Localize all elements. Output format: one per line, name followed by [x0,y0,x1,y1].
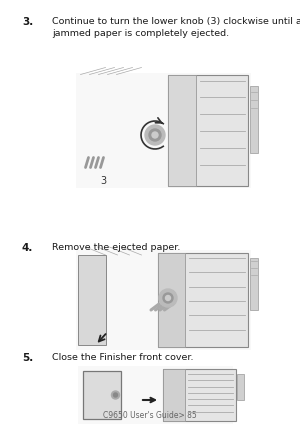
Circle shape [166,296,170,300]
Text: 4.: 4. [22,243,33,253]
Bar [163,369,185,421]
Circle shape [149,129,161,141]
Circle shape [145,125,165,145]
Circle shape [113,393,118,397]
Bar [158,253,247,347]
Circle shape [112,391,119,399]
Circle shape [163,293,173,303]
Bar [250,258,257,310]
Bar [168,75,248,185]
Circle shape [159,289,177,307]
Bar [77,255,106,345]
Bar [168,75,196,185]
Text: Continue to turn the lower knob (3) clockwise until any 
jammed paper is complet: Continue to turn the lower knob (3) cloc… [52,17,300,38]
Text: 3: 3 [100,176,106,185]
Bar [158,253,185,347]
Bar [163,369,236,421]
Text: Remove the ejected paper.: Remove the ejected paper. [52,243,180,252]
Text: 5.: 5. [22,353,33,363]
Bar [236,374,244,400]
Text: 3.: 3. [22,17,33,27]
Bar [82,371,121,419]
Bar [76,72,250,187]
Bar [77,366,232,424]
Bar [76,250,250,350]
Text: Close the Finisher front cover.: Close the Finisher front cover. [52,353,194,362]
Bar [250,86,257,153]
Circle shape [152,132,158,138]
Text: C9650 User's Guide> 85: C9650 User's Guide> 85 [103,411,197,420]
